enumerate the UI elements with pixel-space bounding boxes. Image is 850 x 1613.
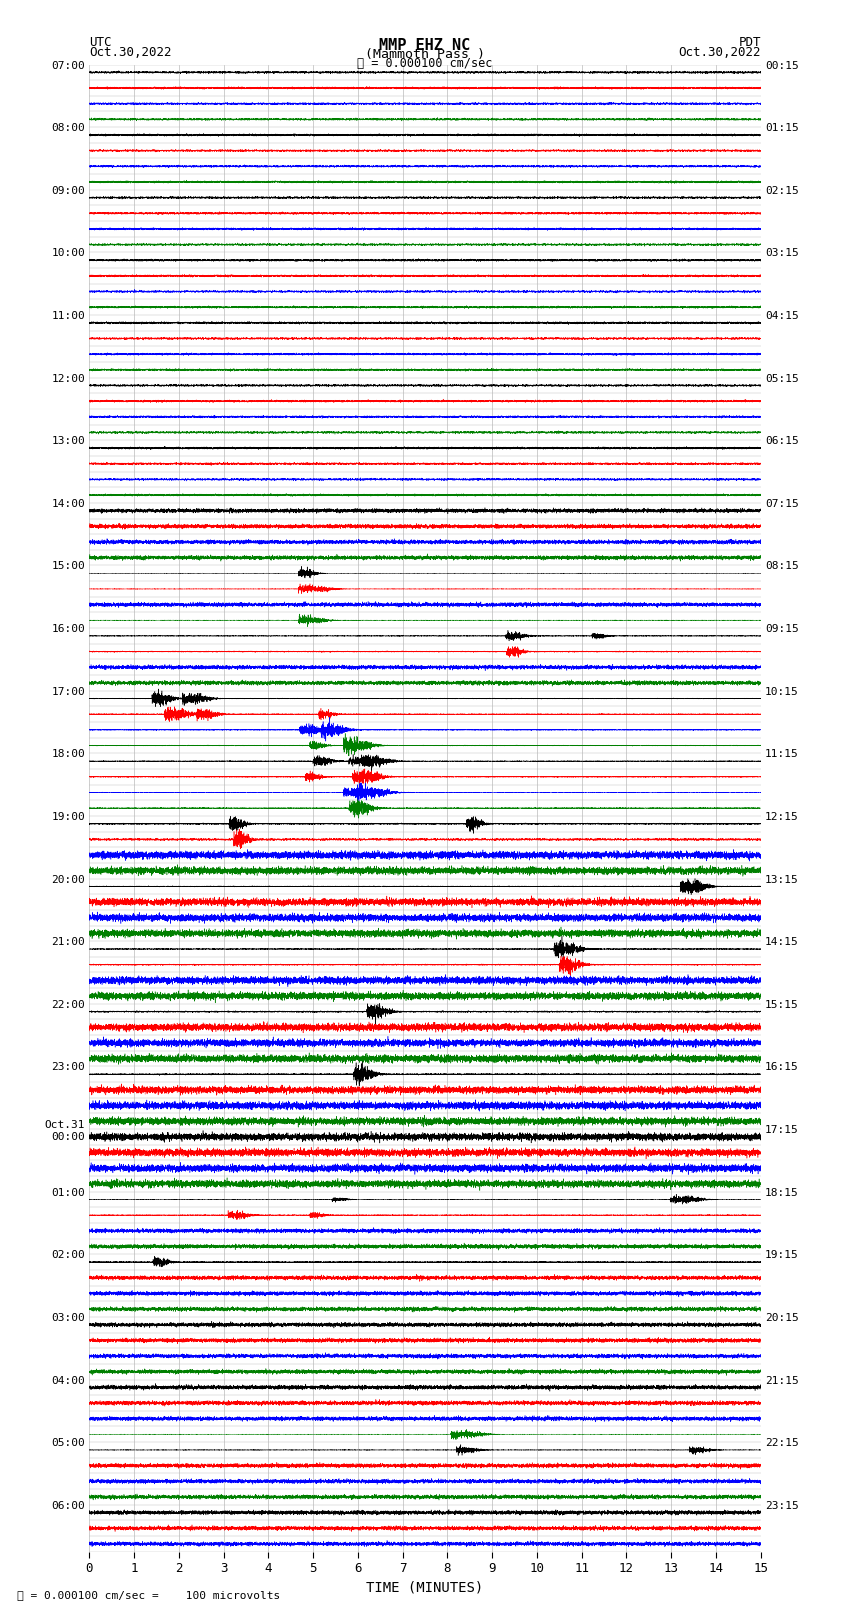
- Text: (Mammoth Pass ): (Mammoth Pass ): [365, 47, 485, 61]
- Text: Oct.30,2022: Oct.30,2022: [89, 45, 172, 60]
- Text: MMP EHZ NC: MMP EHZ NC: [379, 37, 471, 53]
- Text: ⎹ = 0.000100 cm/sec: ⎹ = 0.000100 cm/sec: [357, 56, 493, 69]
- Text: ⎹ = 0.000100 cm/sec =    100 microvolts: ⎹ = 0.000100 cm/sec = 100 microvolts: [17, 1590, 280, 1600]
- Text: Oct.30,2022: Oct.30,2022: [678, 45, 761, 60]
- X-axis label: TIME (MINUTES): TIME (MINUTES): [366, 1581, 484, 1595]
- Text: PDT: PDT: [739, 37, 761, 50]
- Text: UTC: UTC: [89, 37, 111, 50]
